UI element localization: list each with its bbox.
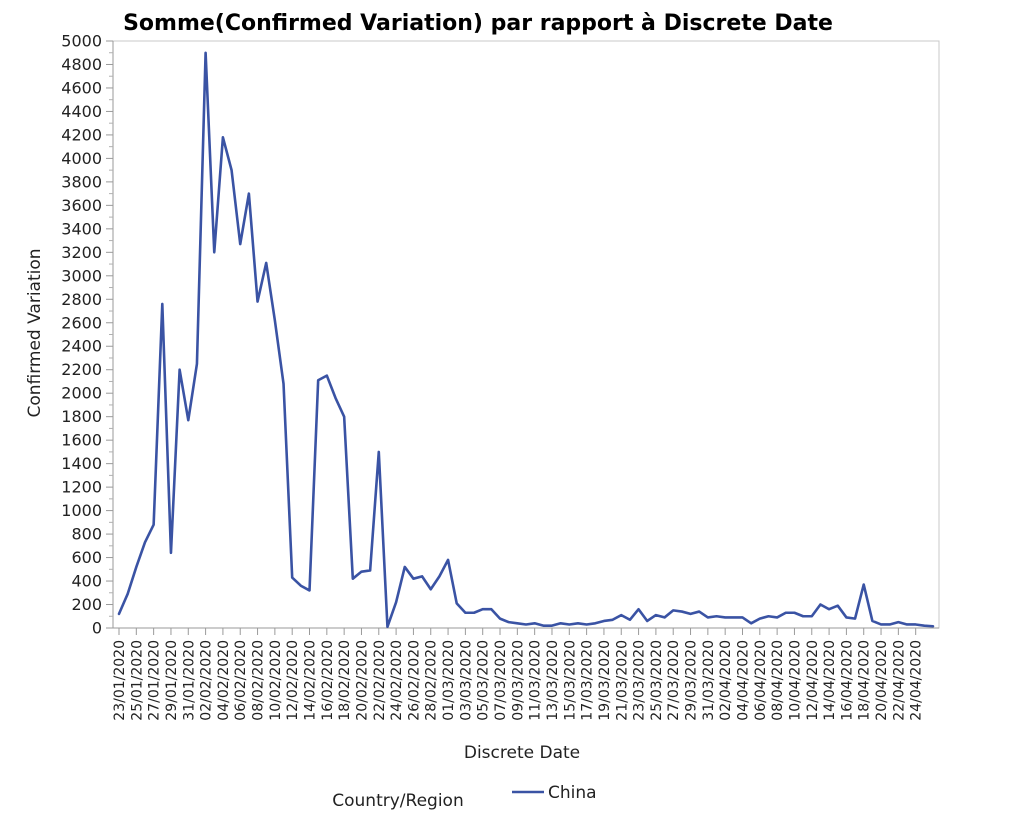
y-tick-label: 2800 <box>61 290 102 309</box>
x-tick-label: 06/04/2020 <box>753 640 769 721</box>
y-tick-label: 4200 <box>61 125 102 144</box>
x-tick-label: 17/03/2020 <box>580 640 596 721</box>
x-tick-label: 31/03/2020 <box>701 640 717 721</box>
x-tick-label: 12/04/2020 <box>805 640 821 721</box>
x-tick-label: 25/01/2020 <box>129 640 145 721</box>
x-tick-label: 26/02/2020 <box>406 640 422 721</box>
x-tick-label: 11/03/2020 <box>528 640 544 721</box>
x-tick-label: 22/02/2020 <box>372 640 388 721</box>
legend-label-china: China <box>548 783 597 803</box>
legend-title: Country/Region <box>332 791 463 811</box>
x-tick-label: 21/03/2020 <box>614 640 630 721</box>
y-tick-label: 400 <box>71 572 102 591</box>
x-tick-label: 19/03/2020 <box>597 640 613 721</box>
chart-title: Somme(Confirmed Variation) par rapport à… <box>123 11 833 36</box>
x-tick-label: 18/04/2020 <box>857 640 873 721</box>
x-tick-label: 27/01/2020 <box>147 640 163 721</box>
x-tick-label: 25/03/2020 <box>649 640 665 721</box>
x-tick-label: 31/01/2020 <box>181 640 197 721</box>
x-tick-label: 29/03/2020 <box>684 640 700 721</box>
y-axis-ticks: 0 200 400 600 800 1000 1200 1400 1600 1800 2000 220… <box>61 32 113 638</box>
y-tick-label: 800 <box>71 525 102 544</box>
x-tick-label: 12/02/2020 <box>285 640 301 721</box>
y-tick-label: 4600 <box>61 78 102 97</box>
y-tick-label: 2200 <box>61 360 102 379</box>
x-tick-label: 06/02/2020 <box>233 640 249 721</box>
x-tick-label: 15/03/2020 <box>562 640 578 721</box>
y-tick-label: 1200 <box>61 478 102 497</box>
x-tick-label: 16/04/2020 <box>839 640 855 721</box>
y-tick-label: 5000 <box>61 32 102 51</box>
x-tick-label: 09/03/2020 <box>510 640 526 721</box>
y-axis-label: Confirmed Variation <box>25 248 45 417</box>
x-tick-label: 22/04/2020 <box>891 640 907 721</box>
y-tick-label: 1600 <box>61 431 102 450</box>
y-tick-label: 600 <box>71 548 102 567</box>
x-tick-label: 08/02/2020 <box>251 640 267 721</box>
x-tick-label: 20/04/2020 <box>874 640 890 721</box>
x-tick-label: 02/04/2020 <box>718 640 734 721</box>
y-tick-label: 200 <box>71 595 102 614</box>
y-tick-label: 1800 <box>61 407 102 426</box>
x-tick-label: 20/02/2020 <box>354 640 370 721</box>
x-tick-label: 23/03/2020 <box>632 640 648 721</box>
y-tick-label: 4400 <box>61 102 102 121</box>
x-tick-label: 02/02/2020 <box>199 640 215 721</box>
y-tick-label: 3800 <box>61 172 102 191</box>
x-tick-label: 28/02/2020 <box>424 640 440 721</box>
legend: Country/Region China <box>332 783 596 811</box>
x-tick-label: 27/03/2020 <box>666 640 682 721</box>
x-tick-label: 08/04/2020 <box>770 640 786 721</box>
y-tick-label: 2600 <box>61 313 102 332</box>
y-tick-label: 3000 <box>61 266 102 285</box>
y-tick-label: 4000 <box>61 149 102 168</box>
x-tick-label: 10/02/2020 <box>268 640 284 721</box>
x-tick-label: 03/03/2020 <box>458 640 474 721</box>
x-tick-label: 04/04/2020 <box>735 640 751 721</box>
x-axis-label: Discrete Date <box>464 743 580 763</box>
y-tick-label: 3600 <box>61 196 102 215</box>
plot-area <box>112 40 940 629</box>
x-tick-label: 24/02/2020 <box>389 640 405 721</box>
x-tick-label: 01/03/2020 <box>441 640 457 721</box>
y-tick-label: 3200 <box>61 243 102 262</box>
series-line-china <box>117 51 935 629</box>
x-tick-label: 05/03/2020 <box>476 640 492 721</box>
y-tick-label: 0 <box>92 619 102 638</box>
y-tick-label: 2000 <box>61 384 102 403</box>
x-tick-label: 18/02/2020 <box>337 640 353 721</box>
y-tick-label: 1400 <box>61 454 102 473</box>
x-tick-label: 04/02/2020 <box>216 640 232 721</box>
x-tick-label: 07/03/2020 <box>493 640 509 721</box>
y-tick-label: 3400 <box>61 219 102 238</box>
x-tick-label: 29/01/2020 <box>164 640 180 721</box>
x-tick-label: 16/02/2020 <box>320 640 336 721</box>
y-tick-label: 4800 <box>61 55 102 74</box>
x-tick-label: 14/02/2020 <box>303 640 319 721</box>
x-tick-label: 14/04/2020 <box>822 640 838 721</box>
x-axis-ticks: 23/01/2020 25/01/2020 27/01/2020 29/01/2020… <box>112 628 925 721</box>
y-tick-label: 2400 <box>61 337 102 356</box>
x-tick-label: 23/01/2020 <box>112 640 128 721</box>
x-tick-label: 24/04/2020 <box>909 640 925 721</box>
x-tick-label: 13/03/2020 <box>545 640 561 721</box>
x-tick-label: 10/04/2020 <box>787 640 803 721</box>
y-tick-label: 1000 <box>61 501 102 520</box>
